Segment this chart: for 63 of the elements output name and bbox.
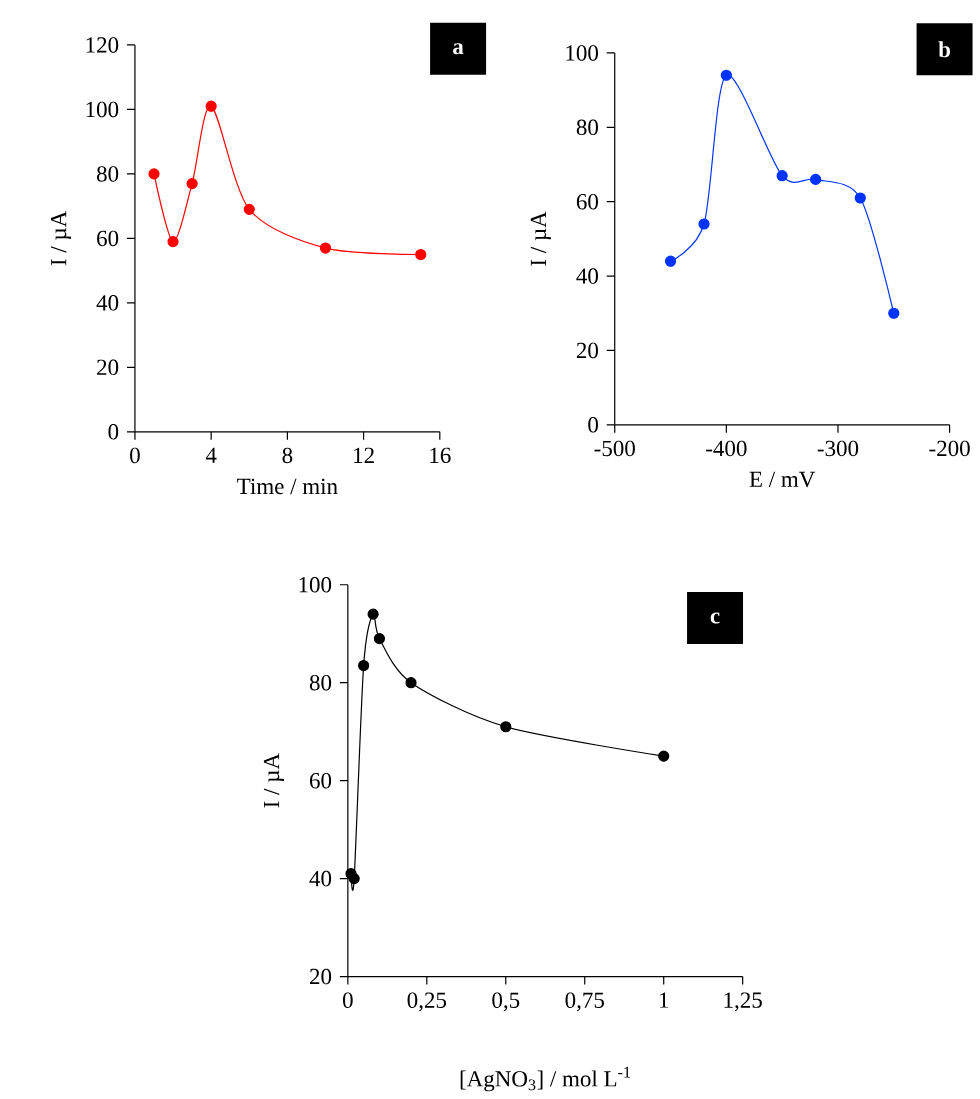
y-tick-label: 40 [96, 295, 119, 311]
x-tick-label: 16 [430, 447, 451, 464]
point [405, 677, 417, 689]
y-tick-label: 80 [97, 166, 119, 182]
x-tick-label: 0,25 [407, 992, 447, 1012]
y-tick-label: 100 [566, 45, 599, 61]
y-tick-label: 120 [86, 37, 119, 53]
x-tick-label: 4 [206, 447, 217, 463]
point [720, 69, 733, 81]
x-axis-title: E / mV [749, 471, 816, 488]
y-tick-label: 80 [310, 674, 332, 691]
point [374, 633, 386, 645]
point [810, 173, 822, 185]
x-tick-label: -200 [929, 440, 970, 457]
point [500, 721, 512, 733]
y-tick-label: 40 [309, 870, 332, 887]
point [358, 659, 370, 672]
x-tick-label: 0 [130, 447, 141, 464]
y-axis-title: I / µA [51, 210, 72, 266]
point [888, 307, 900, 319]
y-tick-label: 60 [97, 230, 119, 247]
y-tick-label: 20 [310, 968, 332, 985]
y-axis-title: I / µA [531, 211, 552, 266]
point [367, 608, 379, 620]
x-tick-label: -400 [706, 440, 747, 457]
x-axis-title: [AgNO$_{3}$] / mol L$^{-1}$ [460, 1066, 631, 1092]
point [665, 255, 677, 267]
point [776, 170, 788, 182]
y-tick-label: 60 [577, 193, 599, 210]
y-tick-label: 20 [577, 342, 599, 359]
x-tick-label: -500 [594, 440, 636, 457]
x-tick-label: 1,25 [724, 992, 763, 1012]
y-tick-label: 0 [588, 417, 599, 433]
annotation: c [710, 612, 720, 624]
point [854, 192, 867, 204]
y-tick-label: 0 [108, 424, 119, 440]
x-tick-label: 0,5 [492, 992, 520, 1012]
point [658, 750, 670, 762]
text: a [453, 43, 464, 55]
point [243, 203, 256, 215]
x-tick-label: 12 [354, 447, 375, 463]
x-tick-label: -300 [817, 440, 859, 457]
point [415, 248, 427, 261]
x-tick-label: 0 [343, 992, 353, 1008]
x-tick-label: 1 [660, 992, 669, 1008]
annotation: b [938, 41, 951, 58]
point [167, 236, 179, 248]
y-tick-label: 80 [576, 119, 599, 136]
x-axis-title: Time / min [237, 478, 338, 495]
y-tick-label: 100 [86, 101, 119, 118]
point [148, 168, 160, 180]
y-tick-label: 20 [97, 359, 119, 376]
y-tick-label: 100 [299, 576, 332, 593]
y-tick-label: 40 [576, 268, 599, 284]
x-tick-label: 8 [282, 447, 293, 464]
point [698, 218, 710, 230]
point [205, 100, 217, 112]
y-tick-label: 60 [310, 772, 332, 789]
x-tick-label: 0,75 [565, 992, 605, 1012]
point [348, 873, 360, 885]
point [320, 242, 332, 254]
point [186, 177, 198, 190]
y-axis-title: I / µA [264, 753, 285, 808]
